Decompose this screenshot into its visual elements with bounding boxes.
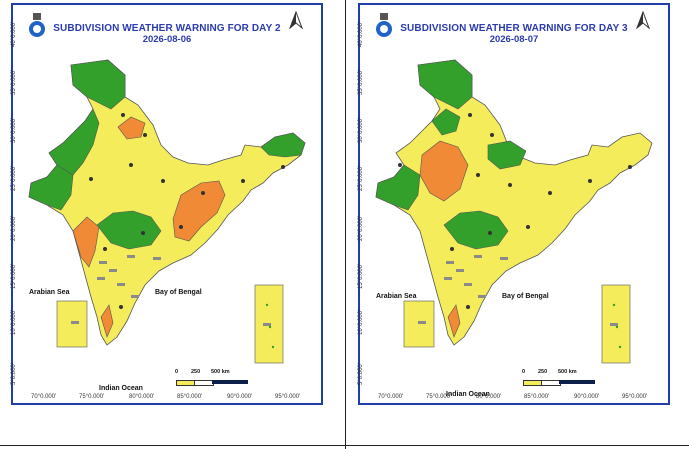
sea-label-bengal: Bay of Bengal: [502, 293, 549, 300]
north-arrow-icon: [635, 10, 651, 30]
lon-label: 70°0.000': [378, 394, 404, 400]
heavy-rain-icon: [71, 255, 271, 326]
lat-label: 15°0.000': [11, 263, 17, 289]
thunderstorm-icon: [89, 113, 285, 309]
lat-label: 5°0.000': [11, 363, 17, 385]
lon-label: 75°0.000': [426, 394, 452, 400]
region-orange-kerala: [100, 304, 114, 338]
imd-logo-icon: [372, 11, 396, 39]
lat-label: 10°0.000': [358, 309, 364, 335]
lat-label: 5°0.000': [358, 363, 364, 385]
scale-label-mid: 250: [191, 369, 201, 375]
lon-label: 80°0.000': [476, 394, 502, 400]
lon-label: 95°0.000': [275, 394, 301, 400]
sea-label-bengal: Bay of Bengal: [155, 289, 202, 296]
lat-label: 10°0.000': [11, 309, 17, 335]
lat-label: 25°0.000': [11, 165, 17, 191]
lon-label: 90°0.000': [227, 394, 253, 400]
scale-label-zero: 0: [522, 369, 526, 375]
region-green-up-east: [487, 140, 527, 170]
india-map: [375, 59, 653, 364]
page-divider-bottom: [0, 445, 689, 446]
scale-bar: [176, 380, 248, 386]
lat-label: 30°0.000': [11, 117, 17, 143]
scale-label-end: 500 km: [558, 369, 577, 375]
region-green-northeast: [260, 132, 306, 158]
region-orange-westcoast: [72, 216, 100, 268]
lon-label: 85°0.000': [524, 394, 550, 400]
thunderstorm-icon: [398, 113, 632, 309]
scale-label-end: 500 km: [211, 369, 230, 375]
lon-label: 95°0.000': [622, 394, 648, 400]
region-orange-kerala: [447, 304, 461, 338]
lon-label: 75°0.000': [79, 394, 105, 400]
region-orange-uttarakhand: [117, 116, 146, 140]
page-divider: [345, 0, 346, 449]
sea-label-arabian: Arabian Sea: [376, 293, 417, 300]
lat-label: 30°0.000': [358, 117, 364, 143]
lat-label: 40°0.000': [358, 21, 364, 47]
region-green-gujarat: [28, 164, 74, 211]
heavy-rain-icon: [418, 255, 618, 326]
panel-title: SUBDIVISION WEATHER WARNING FOR DAY 2: [53, 23, 281, 34]
india-map: [28, 59, 306, 364]
panel-date: 2026-08-06: [142, 34, 192, 45]
sea-label-indian: Indian Ocean: [99, 385, 143, 392]
lat-label: 40°0.000': [11, 21, 17, 47]
lat-label: 20°0.000': [358, 215, 364, 241]
lat-label: 20°0.000': [11, 215, 17, 241]
lat-label: 35°0.000': [358, 69, 364, 95]
map-panel-day2: SUBDIVISION WEATHER WARNING FOR DAY 2 20…: [11, 3, 323, 405]
scale-bar: [523, 380, 595, 386]
region-green-north: [417, 59, 473, 110]
lon-label: 80°0.000': [129, 394, 155, 400]
region-green-central: [96, 210, 162, 250]
sea-label-indian: Indian Ocean: [446, 391, 490, 398]
region-orange-rajasthan: [419, 140, 469, 202]
north-arrow-icon: [288, 10, 304, 30]
region-green-central: [443, 210, 509, 250]
lon-label: 85°0.000': [177, 394, 203, 400]
lon-label: 70°0.000': [31, 394, 57, 400]
lat-label: 35°0.000': [11, 69, 17, 95]
region-orange-east: [172, 180, 226, 242]
imd-logo-icon: [25, 11, 49, 39]
lon-label: 90°0.000': [574, 394, 600, 400]
scale-label-zero: 0: [175, 369, 179, 375]
scale-label-mid: 250: [538, 369, 548, 375]
lat-label: 15°0.000': [358, 263, 364, 289]
region-green-north: [70, 59, 126, 110]
panel-date: 2026-08-07: [489, 34, 539, 45]
lat-label: 25°0.000': [358, 165, 364, 191]
map-panel-day3: SUBDIVISION WEATHER WARNING FOR DAY 3 20…: [358, 3, 670, 405]
region-green-punjab: [431, 108, 461, 136]
sea-label-arabian: Arabian Sea: [29, 289, 70, 296]
panel-title: SUBDIVISION WEATHER WARNING FOR DAY 3: [400, 23, 628, 34]
